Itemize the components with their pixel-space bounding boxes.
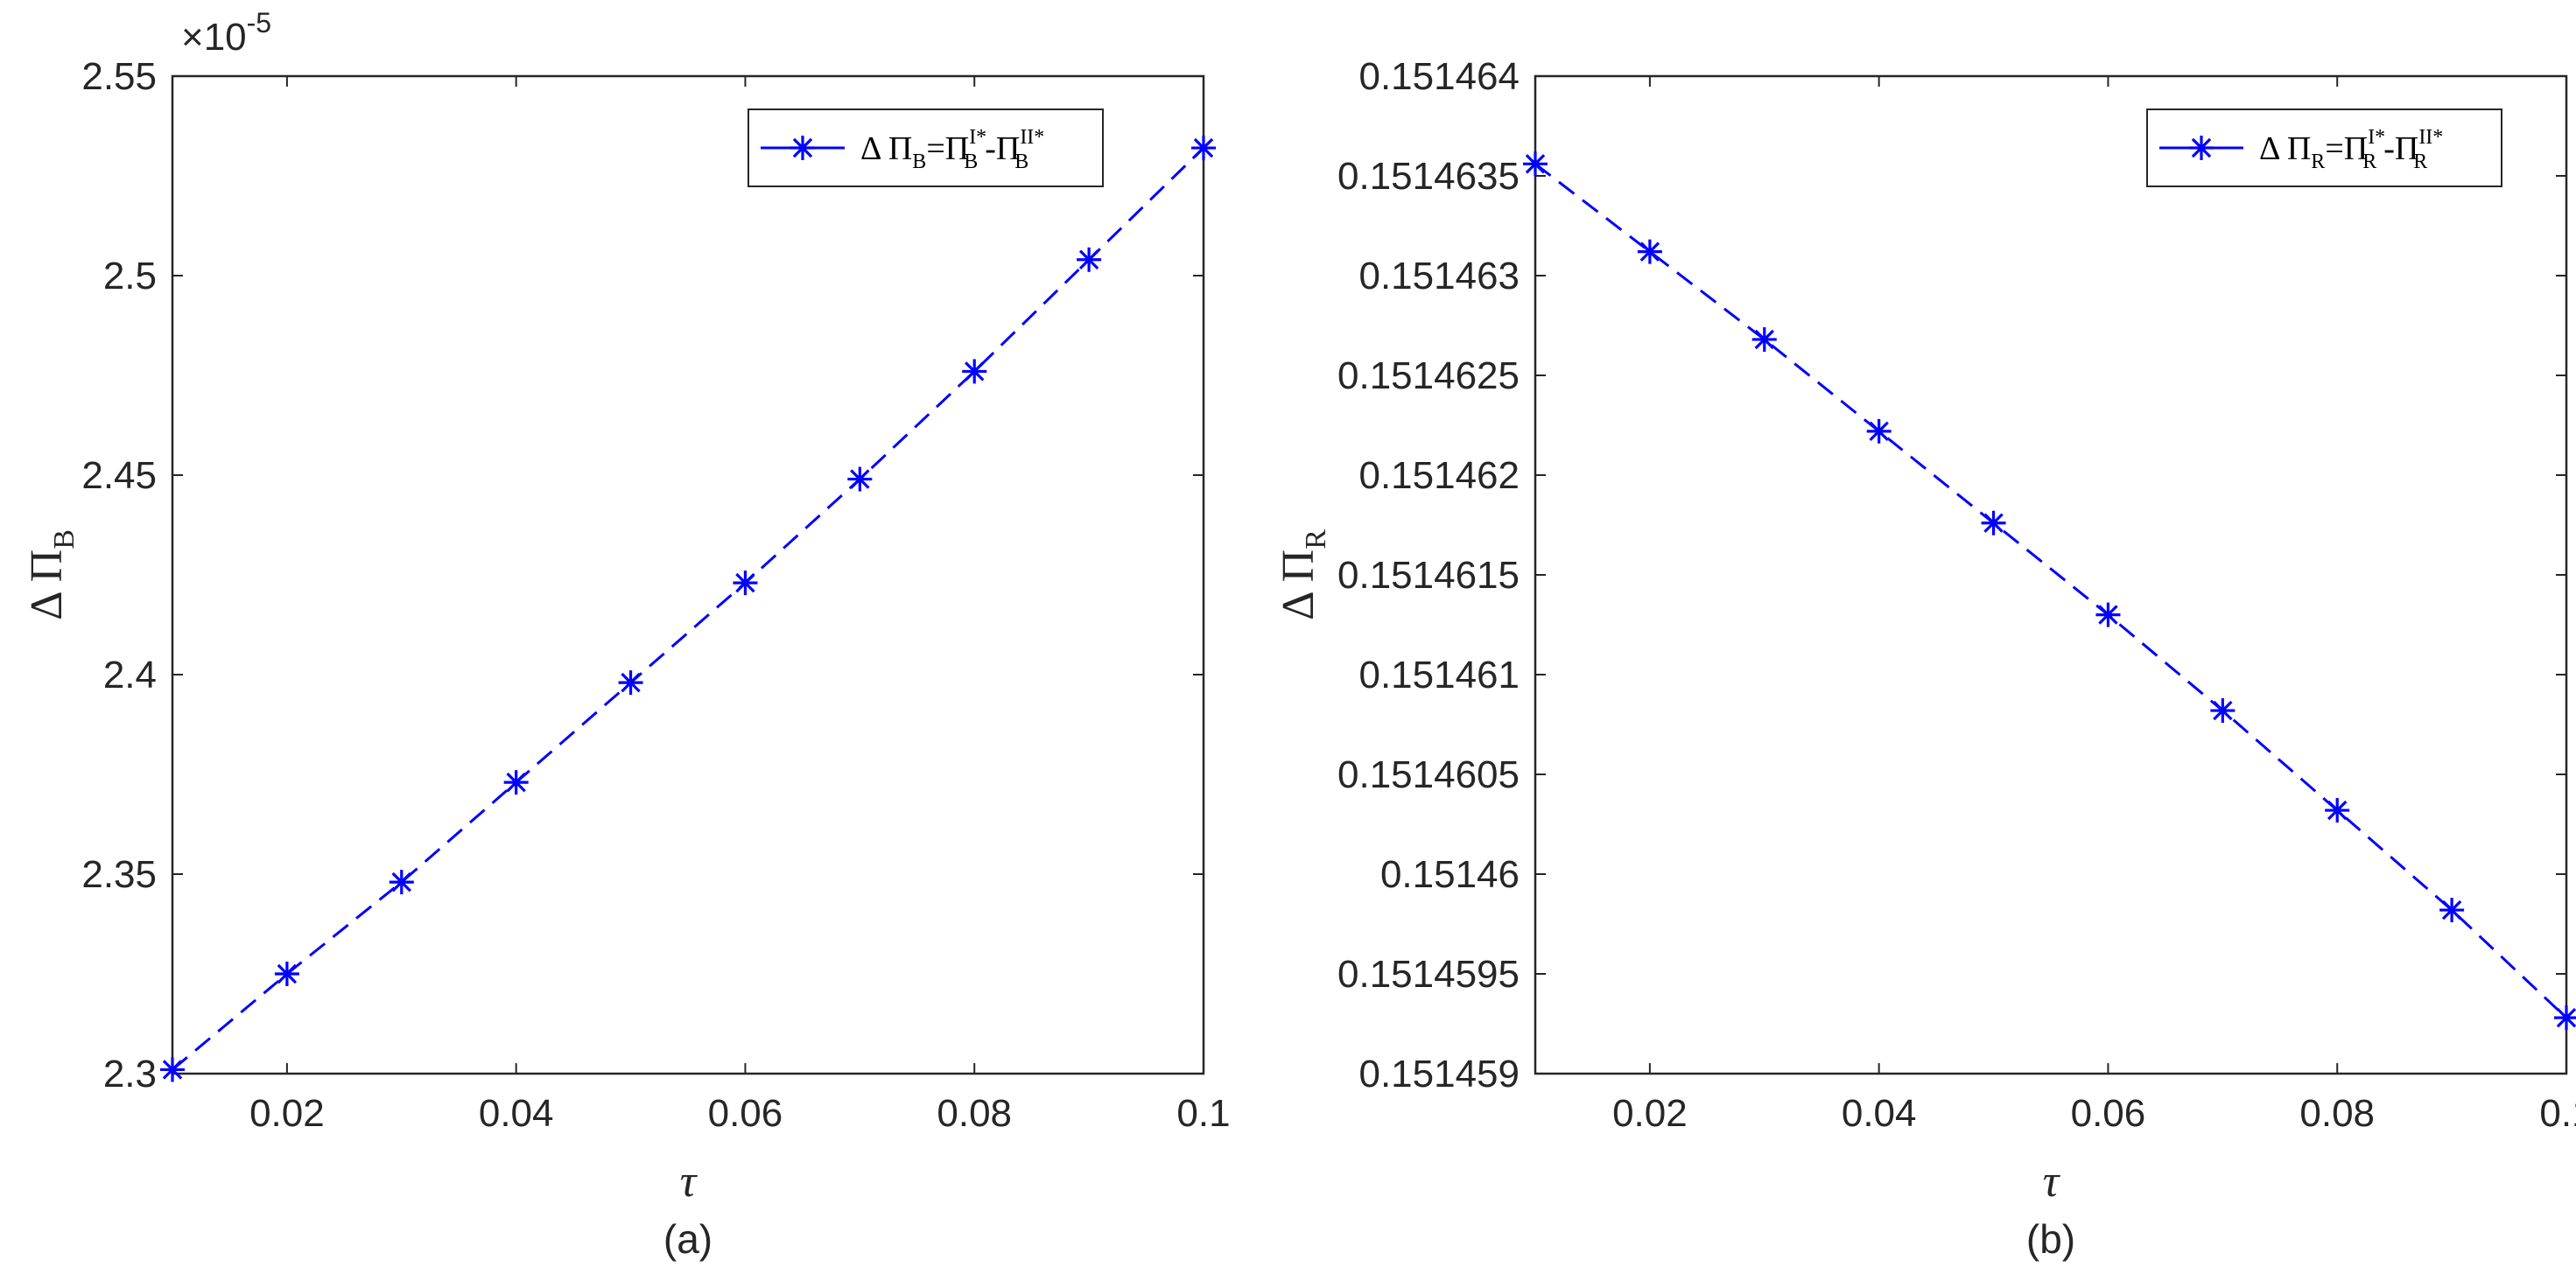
panel-caption: (b) <box>2026 1216 2075 1262</box>
chart-panel-b: 0.02 0.04 0.06 0.08 0.1 0.151459 0.1514595 0.15… <box>1274 55 2576 1262</box>
y-tick-label: 0.151461 <box>1358 654 1520 696</box>
x-tick-label: 0.08 <box>2299 1092 2375 1135</box>
y-tick-label: 2.4 <box>103 654 157 696</box>
data-point-marker <box>2325 798 2350 823</box>
y-tick-label: 0.1514615 <box>1337 554 1520 597</box>
data-point-marker <box>847 466 873 492</box>
data-point-marker <box>2554 1005 2576 1031</box>
data-point-marker <box>2210 698 2236 724</box>
y-tick-label: 0.151463 <box>1358 255 1520 298</box>
legend: Δ ΠB=ΠI* B -ΠII* B <box>748 108 1104 187</box>
x-tick-label: 0.08 <box>937 1092 1012 1135</box>
axes-box <box>1534 74 2568 1075</box>
data-point-marker <box>2095 602 2121 627</box>
plot-area <box>1535 76 2566 1074</box>
x-tick-label: 0.1 <box>2539 1092 2576 1135</box>
y-tick-label: 0.15146 <box>1380 853 1520 896</box>
y-tick-label: 2.5 <box>103 255 157 298</box>
y-axis-label: Δ ΠB <box>22 529 81 620</box>
legend-label: Δ ΠB=ΠI* B -ΠII* B <box>860 126 1044 173</box>
data-point-marker <box>962 359 987 384</box>
x-tick-label: 0.04 <box>1842 1092 1917 1135</box>
y-tick-label: 0.1514635 <box>1337 155 1520 198</box>
axes-box <box>171 74 1205 1075</box>
x-tick-label: 0.04 <box>479 1092 554 1135</box>
y-tick-label: 2.35 <box>81 853 157 896</box>
data-point-marker <box>1637 239 1662 264</box>
y-tick-label: 2.45 <box>81 454 157 497</box>
data-point-marker <box>503 770 529 795</box>
y-tick-label: 0.1514605 <box>1337 753 1520 796</box>
x-axis-label: τ <box>680 1157 698 1207</box>
y-tick-label: 2.55 <box>81 55 157 98</box>
data-point-marker <box>618 670 643 696</box>
y-tick-label: 0.1514595 <box>1337 953 1520 996</box>
y-tick-label: 0.151464 <box>1358 55 1520 98</box>
legend-marker <box>2189 136 2214 160</box>
data-point-marker <box>274 962 299 986</box>
x-tick-label: 0.1 <box>1176 1092 1230 1135</box>
data-point-marker <box>1077 247 1102 272</box>
panel-caption: (a) <box>663 1216 712 1262</box>
y-tick-label: 0.151462 <box>1358 454 1520 497</box>
data-point-marker <box>733 570 758 596</box>
series-line <box>172 147 1205 1071</box>
chart-panel-a: 0.02 0.04 0.06 0.08 0.1 2.3 2.35 2.4 2.45 2.5 2.55… <box>22 7 1231 1262</box>
y-tick-label: 0.1514625 <box>1337 354 1520 397</box>
legend-label: Δ ΠR=ΠI* R -ΠII* R <box>2259 126 2443 173</box>
data-point-marker <box>1981 510 2006 536</box>
x-axis-label: τ <box>2043 1157 2061 1207</box>
legend-marker <box>790 136 815 160</box>
series-line <box>1534 163 2568 1019</box>
data-point-marker <box>1866 418 1892 444</box>
data-point-marker <box>2439 898 2465 923</box>
data-point-marker <box>1191 136 1216 161</box>
y-exponent-label: ×10-5 <box>181 7 271 59</box>
data-point-marker <box>160 1057 185 1082</box>
y-tick-label: 0.151459 <box>1358 1053 1520 1096</box>
data-point-marker <box>1751 326 1777 352</box>
legend: Δ ΠR=ΠI* R -ΠII* R <box>2146 108 2502 187</box>
y-axis-label: Δ ΠR <box>1274 529 1332 620</box>
plot-area <box>172 76 1204 1074</box>
y-tick-label: 2.3 <box>103 1053 157 1096</box>
x-tick-label: 0.02 <box>1612 1092 1688 1135</box>
data-point-marker <box>1523 151 1548 177</box>
x-tick-label: 0.06 <box>2071 1092 2146 1135</box>
data-point-marker <box>389 870 414 895</box>
x-tick-label: 0.02 <box>249 1092 325 1135</box>
x-tick-label: 0.06 <box>708 1092 783 1135</box>
